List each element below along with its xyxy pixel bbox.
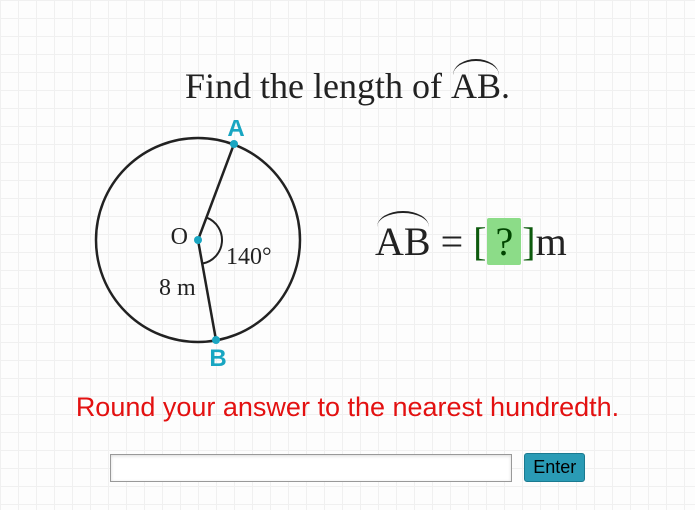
point-a-label: A	[227, 120, 244, 142]
radius-label: 8 m	[159, 275, 196, 301]
center-label: O	[171, 224, 188, 250]
diagram-svg: O A B 140° 8 m	[85, 120, 315, 380]
eq-close-bracket: ]	[522, 219, 535, 264]
answer-row: Enter	[0, 453, 695, 482]
equation: AB = [ ? ]m	[375, 218, 567, 265]
point-b-label: B	[209, 345, 226, 372]
title-suffix: .	[501, 66, 510, 106]
radius-ob	[198, 240, 216, 340]
circle-diagram: O A B 140° 8 m	[85, 120, 315, 370]
center-dot	[194, 236, 202, 244]
rounding-instruction: Round your answer to the nearest hundred…	[0, 392, 695, 423]
enter-button[interactable]: Enter	[524, 453, 585, 482]
title-prefix: Find the length of	[185, 66, 451, 106]
answer-placeholder-box: ?	[487, 218, 521, 265]
eq-arc-ab: AB	[375, 218, 431, 265]
eq-equals: =	[431, 219, 474, 264]
point-b-dot	[212, 336, 220, 344]
arc-ab-label: AB	[451, 65, 501, 107]
eq-unit: m	[536, 219, 567, 264]
answer-input[interactable]	[110, 454, 512, 482]
prompt-title: Find the length of AB.	[0, 65, 695, 107]
angle-label: 140°	[226, 244, 272, 270]
eq-open-bracket: [	[473, 219, 486, 264]
